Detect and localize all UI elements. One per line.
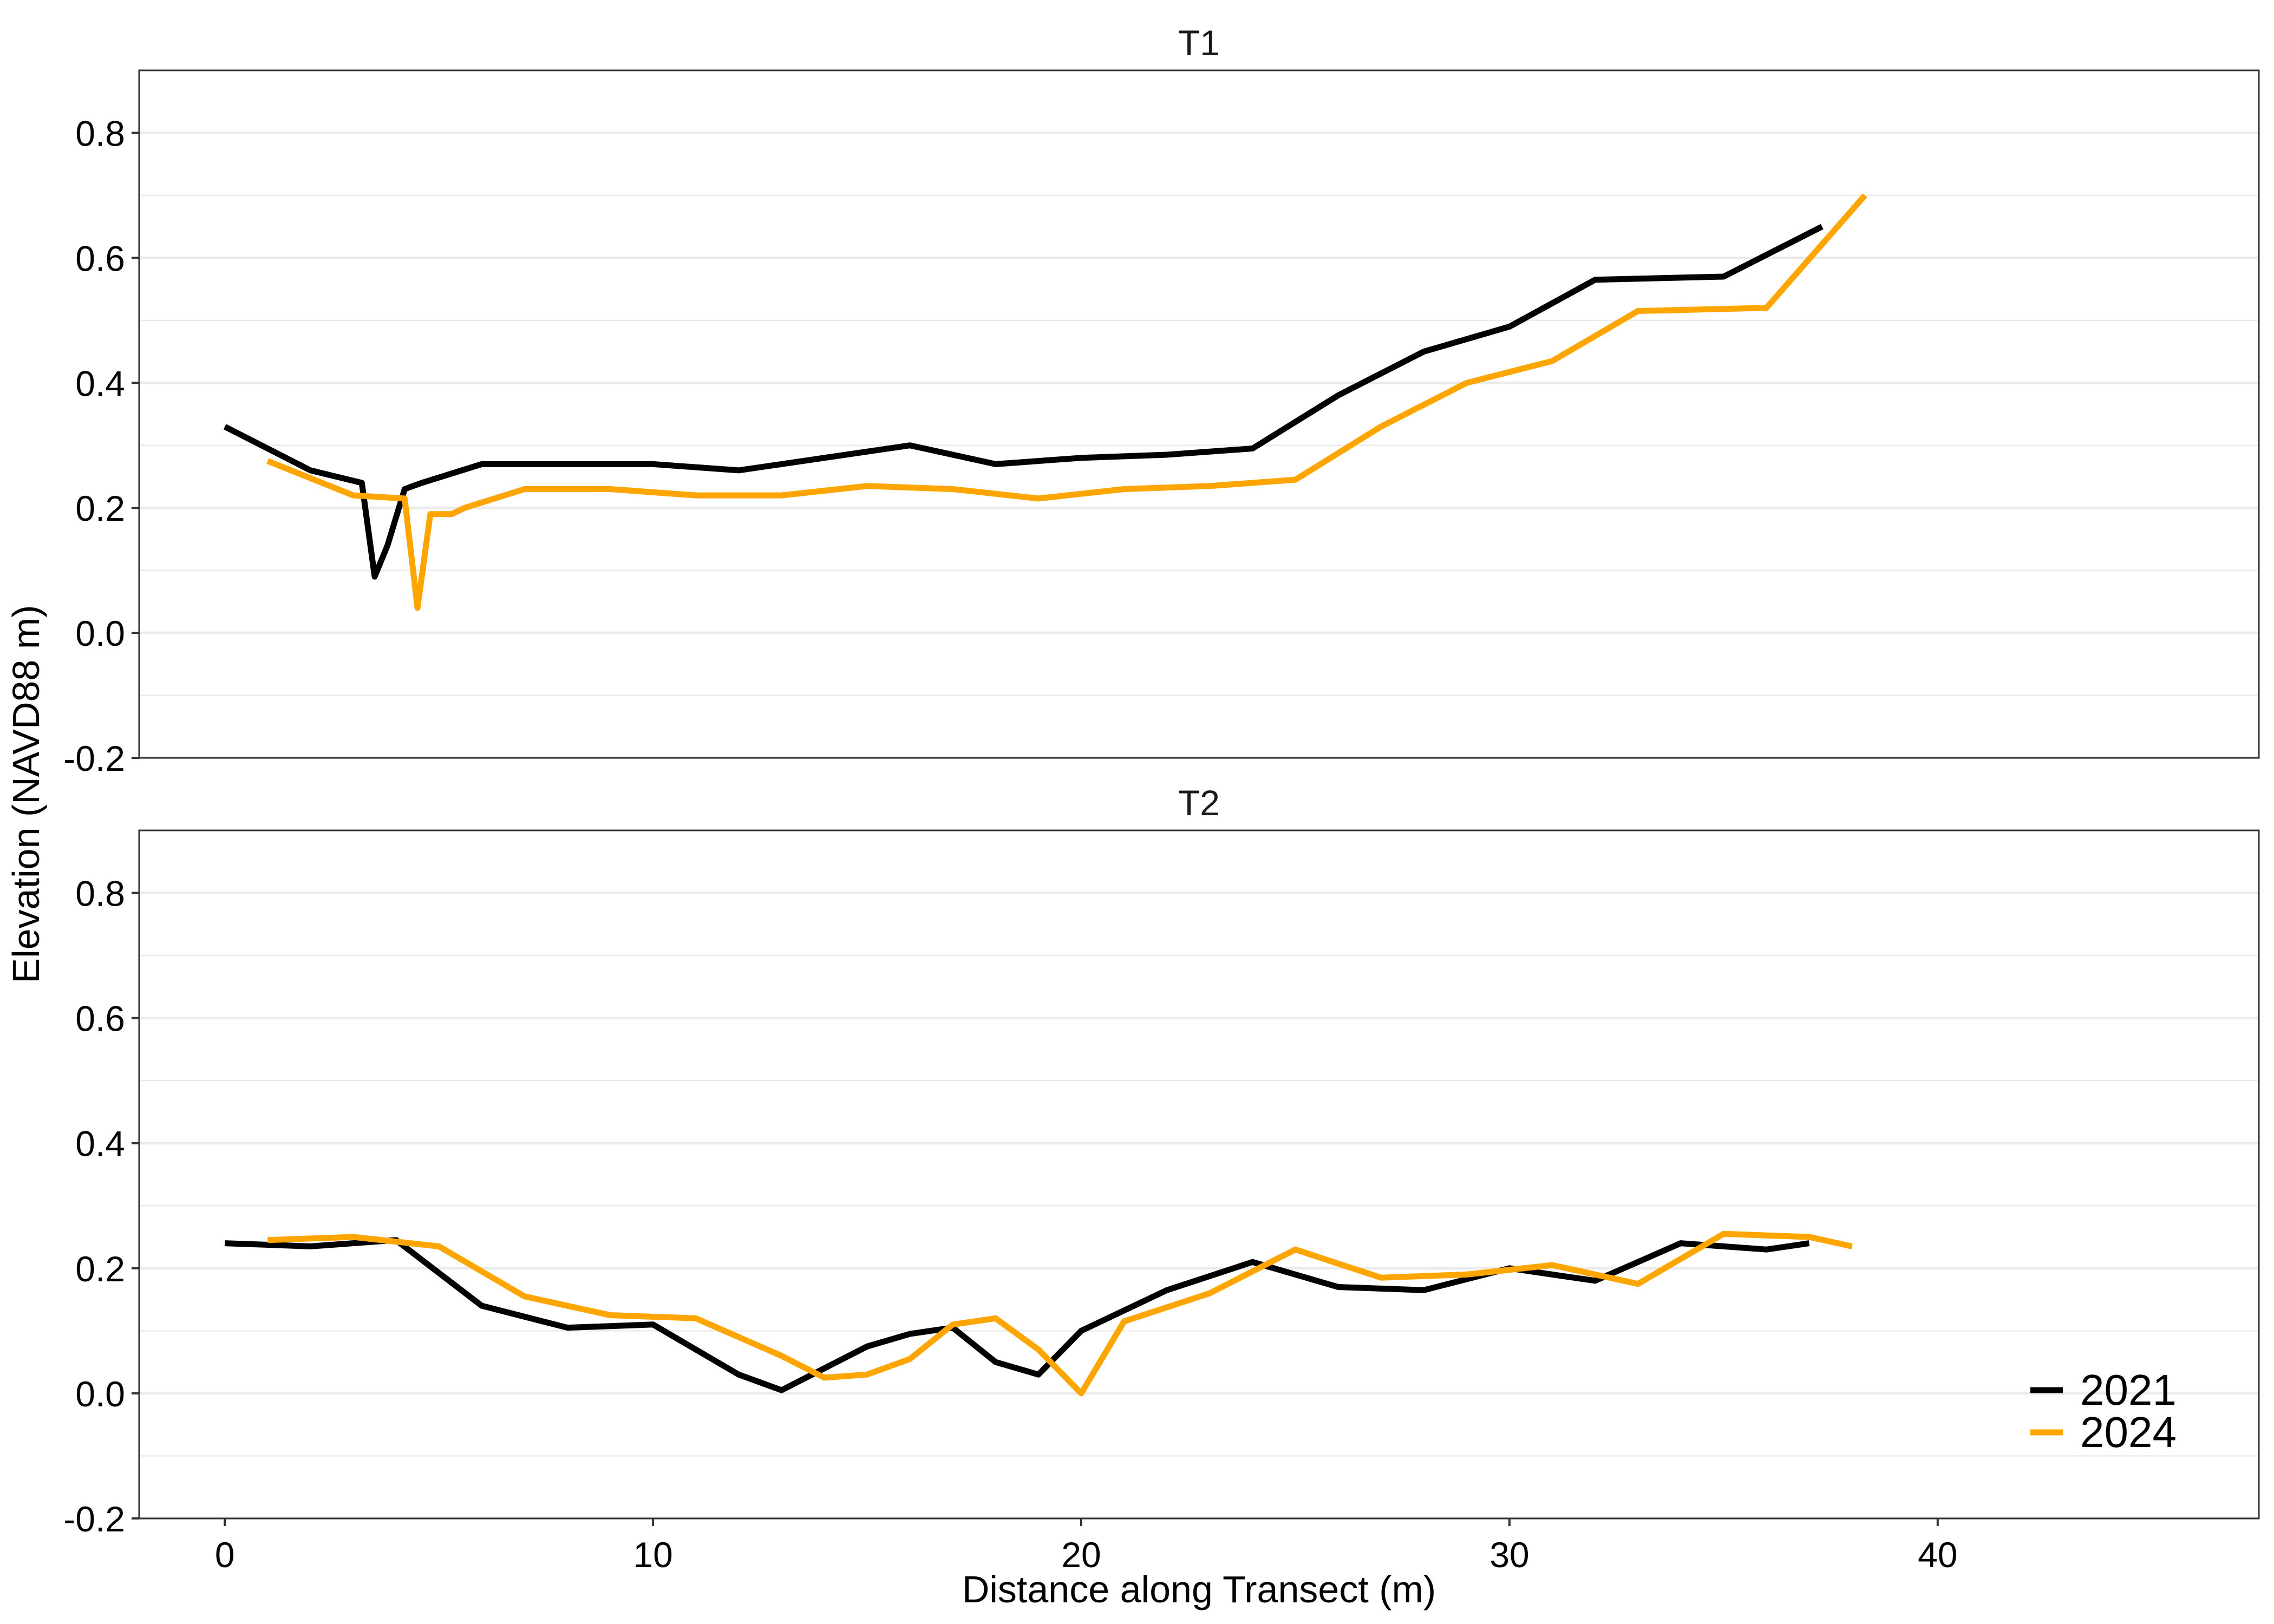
y-axis-label: Elevation (NAVD88 m) [5,605,47,984]
series-line-2021 [224,1237,1810,1393]
panel-border [138,69,2260,759]
y-tick-label: 0.2 [75,488,125,528]
series-line-2024 [266,193,1867,611]
y-tick-label: 0.2 [75,1249,125,1289]
x-tick-label: 40 [1918,1535,1957,1575]
x-tick-label: 10 [633,1535,672,1575]
y-tick-label: 0.8 [75,113,125,153]
legend-label-2021: 2021 [2080,1366,2177,1414]
y-tick-label: -0.2 [63,738,125,778]
y-tick-label: 0.8 [75,874,125,914]
series-line-2024 [267,1230,1853,1397]
panel-background [139,70,2259,758]
panel-border [138,829,2260,1520]
x-tick-label: 0 [215,1535,235,1575]
panel-title: T1 [1178,23,1220,63]
y-tick-label: 0.4 [75,1124,125,1164]
legend-label-2024: 2024 [2080,1408,2177,1456]
series-line-2021 [223,224,1824,580]
y-tick-label: 0.6 [75,999,125,1039]
panel-title: T2 [1178,783,1220,823]
x-tick-label: 20 [1061,1535,1101,1575]
y-tick-label: 0.0 [75,613,125,653]
y-tick-label: 0.6 [75,238,125,278]
x-tick-label: 30 [1489,1535,1529,1575]
facet-panels: T1 -0.2 0.0 0.2 0.4 0.6 0.8 T2 -0.2 0.0 0.2 0.4 0.6 0… [63,23,2260,1575]
y-tick-label: 0.4 [75,363,125,403]
x-axis-label: Distance along Transect (m) [962,1568,1436,1610]
y-tick-label: -0.2 [63,1499,125,1539]
panel-background [139,830,2259,1518]
panel-t1: T1 -0.2 0.0 0.2 0.4 0.6 0.8 [63,23,2260,778]
panel-t2: T2 -0.2 0.0 0.2 0.4 0.6 0.8 0 10 20 30 40 [63,783,2260,1575]
y-tick-label: 0.0 [75,1374,125,1414]
